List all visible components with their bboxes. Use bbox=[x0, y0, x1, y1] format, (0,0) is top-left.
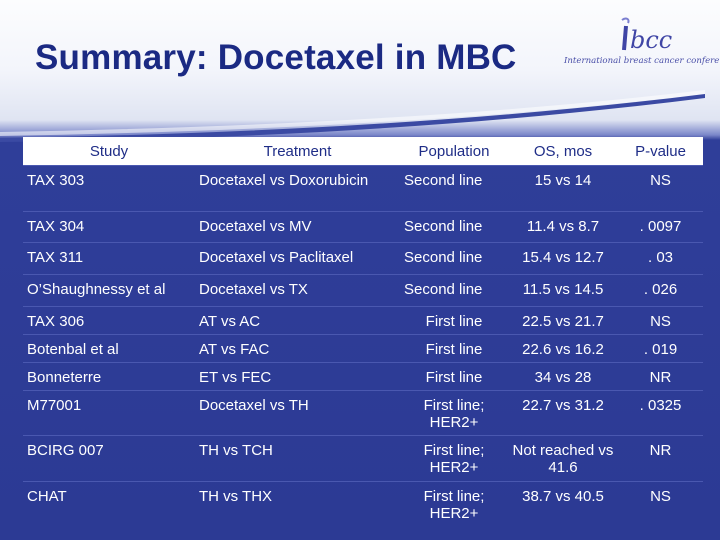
table-row: TAX 303 Docetaxel vs Doxorubicin Second … bbox=[23, 165, 703, 212]
cell-os: 11.4 vs 8.7 bbox=[508, 211, 618, 243]
cell-population: Second line bbox=[400, 274, 508, 307]
cell-study: CHAT bbox=[23, 481, 195, 528]
table-row: BCIRG 007 TH vs TCH First line; HER2+ No… bbox=[23, 435, 703, 482]
cell-p-value: . 0325 bbox=[618, 390, 703, 436]
cell-treatment: ET vs FEC bbox=[195, 362, 400, 391]
cell-study: M77001 bbox=[23, 390, 195, 436]
cell-p-value: . 026 bbox=[618, 274, 703, 307]
header-population: Population bbox=[400, 137, 508, 166]
cell-population: Second line bbox=[400, 242, 508, 275]
table-row: CHAT TH vs THX First line; HER2+ 38.7 vs… bbox=[23, 481, 703, 528]
header-p-value: P-value bbox=[618, 137, 703, 166]
conference-logo: bcc International breast cancer conferen… bbox=[560, 8, 720, 80]
table-row: Bonneterre ET vs FEC First line 34 vs 28… bbox=[23, 362, 703, 391]
cell-p-value: NR bbox=[618, 435, 703, 482]
cell-population: First line; HER2+ bbox=[400, 481, 508, 528]
cell-population: First line bbox=[400, 306, 508, 335]
cell-population: Second line bbox=[400, 211, 508, 243]
cell-population: Second line bbox=[400, 165, 508, 212]
cell-study: TAX 311 bbox=[23, 242, 195, 275]
cell-p-value: NS bbox=[618, 306, 703, 335]
ibcc-logo-icon: bcc bbox=[621, 17, 672, 54]
cell-study: BCIRG 007 bbox=[23, 435, 195, 482]
table-row: O’Shaughnessy et al Docetaxel vs TX Seco… bbox=[23, 274, 703, 307]
cell-os: 15 vs 14 bbox=[508, 165, 618, 212]
cell-population: First line; HER2+ bbox=[400, 435, 508, 482]
cell-os: 38.7 vs 40.5 bbox=[508, 481, 618, 528]
table-header-row: Study Treatment Population OS, mos P-val… bbox=[23, 137, 703, 166]
cell-study: TAX 303 bbox=[23, 165, 195, 212]
cell-treatment: Docetaxel vs TX bbox=[195, 274, 400, 307]
cell-os: 22.7 vs 31.2 bbox=[508, 390, 618, 436]
cell-study: Botenbal et al bbox=[23, 334, 195, 363]
table-row: TAX 304 Docetaxel vs MV Second line 11.4… bbox=[23, 211, 703, 243]
cell-p-value: . 019 bbox=[618, 334, 703, 363]
cell-study: TAX 306 bbox=[23, 306, 195, 335]
cell-p-value: NS bbox=[618, 481, 703, 528]
cell-p-value: NR bbox=[618, 362, 703, 391]
svg-text:bcc: bcc bbox=[630, 26, 672, 54]
cell-os: 34 vs 28 bbox=[508, 362, 618, 391]
cell-population: First line bbox=[400, 334, 508, 363]
header-study: Study bbox=[23, 137, 195, 166]
cell-treatment: AT vs AC bbox=[195, 306, 400, 335]
cell-study: O’Shaughnessy et al bbox=[23, 274, 195, 307]
table-row: TAX 306 AT vs AC First line 22.5 vs 21.7… bbox=[23, 306, 703, 335]
cell-treatment: Docetaxel vs MV bbox=[195, 211, 400, 243]
cell-p-value: . 0097 bbox=[618, 211, 703, 243]
cell-treatment: TH vs TCH bbox=[195, 435, 400, 482]
cell-treatment: Docetaxel vs Paclitaxel bbox=[195, 242, 400, 275]
cell-study: TAX 304 bbox=[23, 211, 195, 243]
cell-os: 15.4 vs 12.7 bbox=[508, 242, 618, 275]
cell-os: Not reached vs 41.6 bbox=[508, 435, 618, 482]
page-title: Summary: Docetaxel in MBC bbox=[35, 38, 517, 77]
cell-treatment: Docetaxel vs TH bbox=[195, 390, 400, 436]
cell-os: 22.5 vs 21.7 bbox=[508, 306, 618, 335]
table-row: M77001 Docetaxel vs TH First line; HER2+… bbox=[23, 390, 703, 436]
table-row: TAX 311 Docetaxel vs Paclitaxel Second l… bbox=[23, 242, 703, 275]
cell-os: 11.5 vs 14.5 bbox=[508, 274, 618, 307]
table-row: Botenbal et al AT vs FAC First line 22.6… bbox=[23, 334, 703, 363]
header-os: OS, mos bbox=[508, 137, 618, 166]
cell-study: Bonneterre bbox=[23, 362, 195, 391]
cell-population: First line bbox=[400, 362, 508, 391]
cell-treatment: AT vs FAC bbox=[195, 334, 400, 363]
cell-p-value: NS bbox=[618, 165, 703, 212]
header-treatment: Treatment bbox=[195, 137, 400, 166]
cell-treatment: Docetaxel vs Doxorubicin bbox=[195, 165, 400, 212]
cell-population: First line; HER2+ bbox=[400, 390, 508, 436]
logo-caption: International breast cancer conference bbox=[564, 56, 720, 66]
cell-p-value: . 03 bbox=[618, 242, 703, 275]
cell-treatment: TH vs THX bbox=[195, 481, 400, 528]
cell-os: 22.6 vs 16.2 bbox=[508, 334, 618, 363]
trial-summary-table: Study Treatment Population OS, mos P-val… bbox=[23, 137, 703, 528]
